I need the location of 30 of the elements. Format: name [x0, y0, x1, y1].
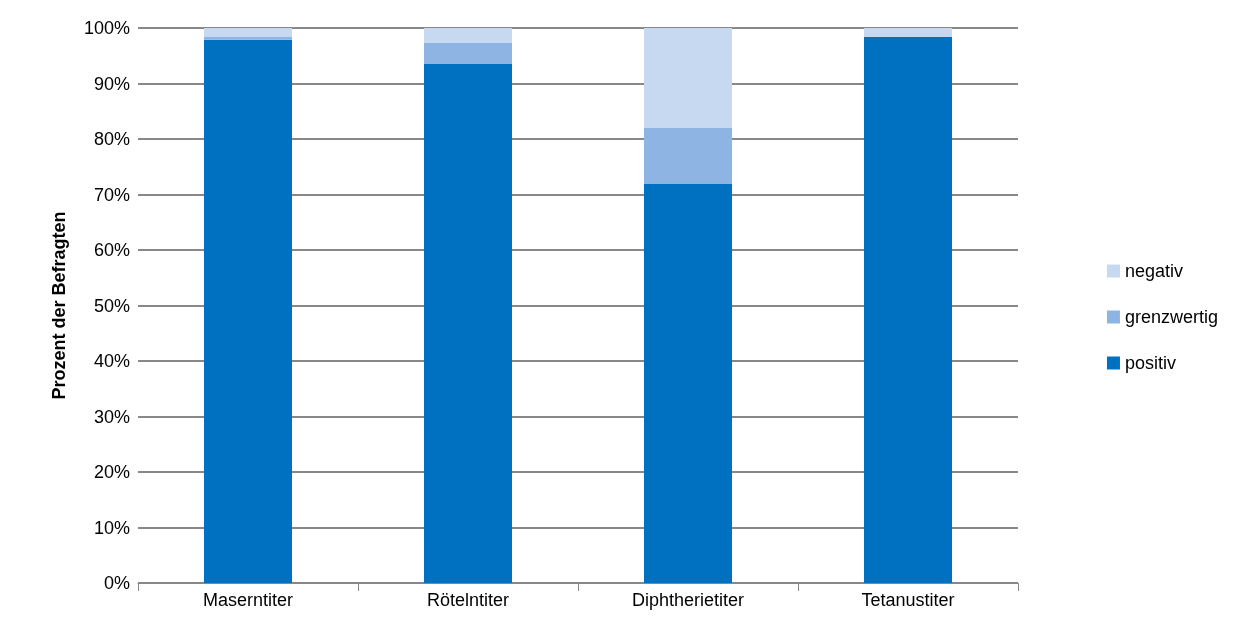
legend-label: positiv — [1124, 353, 1176, 373]
bar — [204, 28, 292, 37]
y-tick-label: 90% — [93, 73, 130, 94]
y-tick-label: 70% — [93, 184, 130, 205]
legend-label: negativ — [1124, 261, 1184, 281]
y-tick-label: 0% — [103, 573, 130, 593]
bar — [644, 28, 732, 128]
y-tick-label: 10% — [93, 517, 130, 538]
y-tick-label: 100% — [83, 18, 130, 38]
bar — [644, 127, 732, 184]
y-tick-label: 60% — [93, 240, 130, 260]
bar — [204, 39, 292, 583]
bar — [424, 28, 512, 43]
bar — [204, 36, 292, 40]
bar — [424, 42, 512, 65]
bar — [644, 183, 732, 583]
y-tick-label: 40% — [93, 351, 130, 371]
x-tick-label: Rötelntiter — [426, 590, 510, 610]
y-tick-label: 30% — [93, 406, 130, 427]
y-tick-label: 50% — [93, 295, 130, 316]
bar — [424, 64, 512, 583]
x-tick-label: Tetanustiter — [861, 590, 955, 610]
y-tick-label: 20% — [93, 462, 130, 482]
y-axis-title: Prozent der Befragten — [49, 211, 69, 400]
x-tick-label: Diphtherietiter — [631, 590, 745, 610]
x-tick-label: Maserntiter — [202, 590, 294, 610]
legend-label: grenzwertig — [1124, 307, 1219, 327]
bar — [864, 36, 952, 583]
y-tick-label: 80% — [93, 129, 130, 149]
bar — [864, 28, 952, 37]
